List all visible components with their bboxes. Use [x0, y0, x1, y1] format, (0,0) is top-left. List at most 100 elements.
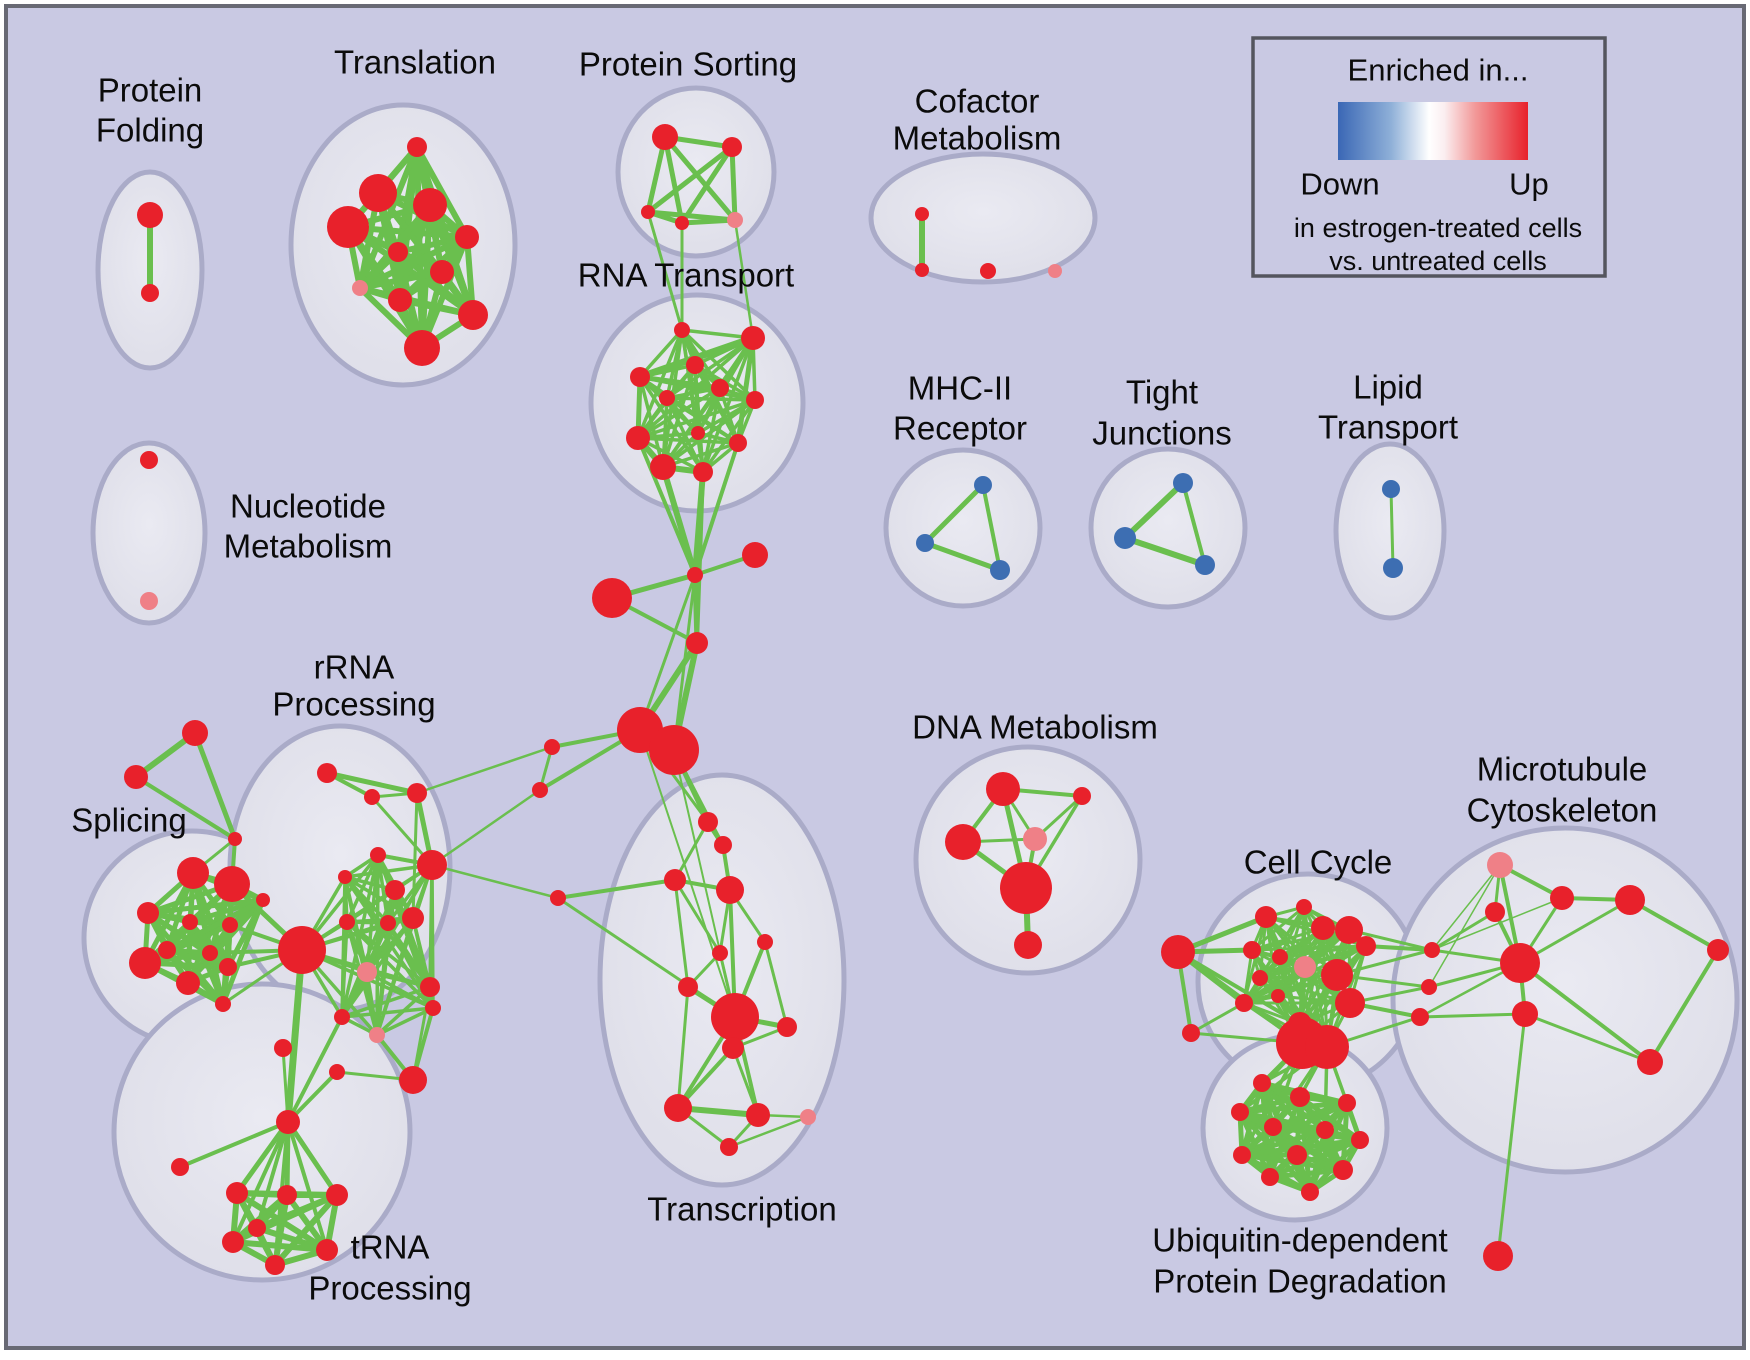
node-up — [137, 202, 163, 228]
node-up — [641, 205, 655, 219]
node-up — [1264, 1118, 1282, 1136]
node-up — [222, 1231, 244, 1253]
node-up — [1421, 979, 1437, 995]
cluster-label-lipid-transport: Transport — [1318, 409, 1458, 446]
node-down — [1382, 480, 1400, 498]
node-up — [182, 914, 198, 930]
edge — [922, 482, 986, 546]
edge — [673, 878, 722, 955]
edge — [1431, 864, 1501, 951]
edge — [672, 573, 697, 752]
edge — [636, 436, 697, 577]
node-up — [746, 1103, 770, 1127]
edge — [1237, 1100, 1350, 1115]
node-up — [746, 391, 764, 409]
node-up — [256, 893, 270, 907]
edge — [636, 398, 757, 440]
edge — [1250, 944, 1368, 952]
edge — [234, 1119, 291, 1196]
node-down — [1195, 555, 1215, 575]
node-up — [129, 947, 161, 979]
node-up — [399, 1066, 427, 1094]
node-up — [1338, 1094, 1356, 1112]
edge — [665, 336, 755, 400]
node-up — [407, 783, 427, 803]
edge — [662, 134, 685, 226]
edge — [679, 217, 738, 226]
node-up — [339, 914, 355, 930]
node-up — [626, 426, 650, 450]
node-up — [980, 263, 996, 279]
edge — [981, 483, 1002, 572]
edge — [662, 134, 738, 223]
node-up — [1255, 906, 1277, 928]
edge — [207, 950, 226, 1007]
edge — [1267, 1137, 1363, 1180]
edge — [638, 573, 697, 732]
edge — [661, 441, 740, 469]
node-up-weak — [1023, 827, 1047, 851]
node-up — [1271, 989, 1285, 1003]
cluster-label-trna-processing: Processing — [308, 1270, 471, 1307]
cluster-label-ubiquitin-degradation: Protein Degradation — [1153, 1263, 1447, 1300]
node-up — [380, 915, 396, 931]
node-up — [1550, 886, 1574, 910]
node-down — [974, 476, 992, 494]
node-up — [370, 847, 386, 863]
edge — [1347, 928, 1434, 952]
node-up — [1316, 1121, 1334, 1139]
edge — [922, 540, 1003, 573]
cluster-label-microtubule-cytoskeleton: Cytoskeleton — [1467, 792, 1658, 829]
node-up — [711, 993, 759, 1041]
edge — [637, 374, 723, 391]
edge — [254, 1192, 340, 1231]
legend-note-line2: vs. untreated cells — [1329, 246, 1547, 276]
node-up — [1296, 899, 1312, 915]
edge — [1518, 961, 1652, 1064]
edge — [185, 897, 266, 986]
legend: Enriched in... Down Up in estrogen-treat… — [1251, 36, 1607, 278]
edge — [414, 144, 470, 240]
node-up — [425, 1000, 441, 1016]
node-up — [1231, 1103, 1249, 1121]
cluster-label-lipid-transport: Lipid — [1353, 369, 1423, 406]
cluster-ellipse-cofactor-metabolism — [868, 151, 1098, 285]
node-up — [674, 322, 690, 338]
edge — [636, 436, 740, 445]
edge — [284, 1192, 330, 1253]
node-up — [592, 578, 632, 618]
node-up — [1311, 916, 1335, 940]
node-up — [404, 330, 440, 366]
node-up — [215, 996, 231, 1012]
node-up — [327, 206, 369, 248]
node-up — [1305, 1025, 1349, 1069]
node-up — [915, 207, 929, 221]
node-up — [222, 917, 238, 933]
node-up-weak — [140, 592, 158, 610]
cluster-label-cofactor-metabolism: Metabolism — [893, 120, 1062, 157]
node-up — [316, 1239, 338, 1261]
node-up — [1272, 949, 1288, 965]
node-up — [417, 850, 447, 880]
edge — [701, 336, 755, 474]
node-up — [777, 1017, 797, 1037]
cluster-label-rna-transport: RNA Transport — [578, 257, 794, 294]
node-up — [1290, 1087, 1310, 1107]
edge — [284, 946, 306, 1126]
node-up — [141, 284, 159, 302]
edge — [255, 1120, 290, 1230]
edge — [673, 820, 710, 882]
edge — [1364, 944, 1434, 952]
node-up — [430, 260, 454, 284]
edge — [636, 436, 705, 474]
cluster-ellipse-tight-junctions — [1088, 446, 1248, 610]
cluster-label-rrna-processing: rRNA — [314, 649, 395, 686]
node-down — [1114, 527, 1136, 549]
edge — [145, 897, 266, 916]
edge — [727, 1115, 810, 1149]
node-up — [712, 945, 728, 961]
cluster-label-splicing: Splicing — [71, 802, 187, 839]
node-up — [1000, 862, 1052, 914]
cluster-label-protein-sorting: Protein Sorting — [579, 46, 797, 83]
cluster-label-microtubule-cytoskeleton: Microtubule — [1477, 751, 1648, 788]
